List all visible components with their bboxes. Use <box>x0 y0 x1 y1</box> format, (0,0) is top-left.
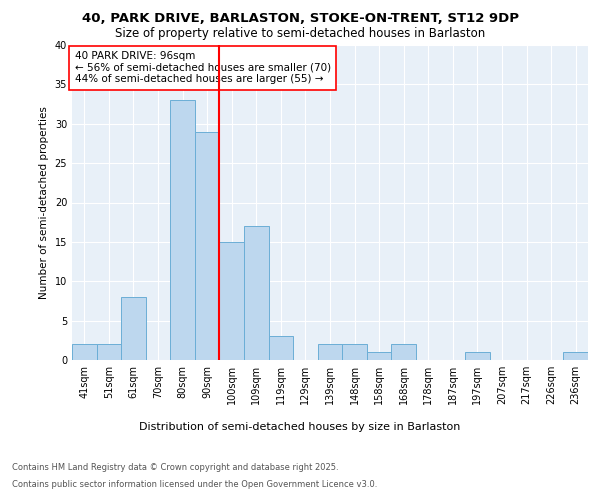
Text: Contains public sector information licensed under the Open Government Licence v3: Contains public sector information licen… <box>12 480 377 489</box>
Text: Contains HM Land Registry data © Crown copyright and database right 2025.: Contains HM Land Registry data © Crown c… <box>12 464 338 472</box>
Bar <box>170 100 195 360</box>
Bar <box>244 226 269 360</box>
Text: Size of property relative to semi-detached houses in Barlaston: Size of property relative to semi-detach… <box>115 28 485 40</box>
Text: Distribution of semi-detached houses by size in Barlaston: Distribution of semi-detached houses by … <box>139 422 461 432</box>
Bar <box>367 352 391 360</box>
Bar <box>72 344 97 360</box>
Bar <box>391 344 416 360</box>
Bar <box>195 132 220 360</box>
Bar <box>342 344 367 360</box>
Bar <box>121 297 146 360</box>
Y-axis label: Number of semi-detached properties: Number of semi-detached properties <box>39 106 49 299</box>
Bar <box>563 352 588 360</box>
Bar <box>97 344 121 360</box>
Bar <box>465 352 490 360</box>
Text: 40 PARK DRIVE: 96sqm
← 56% of semi-detached houses are smaller (70)
44% of semi-: 40 PARK DRIVE: 96sqm ← 56% of semi-detac… <box>74 52 331 84</box>
Bar <box>220 242 244 360</box>
Text: 40, PARK DRIVE, BARLASTON, STOKE-ON-TRENT, ST12 9DP: 40, PARK DRIVE, BARLASTON, STOKE-ON-TREN… <box>82 12 518 26</box>
Bar <box>318 344 342 360</box>
Bar <box>269 336 293 360</box>
